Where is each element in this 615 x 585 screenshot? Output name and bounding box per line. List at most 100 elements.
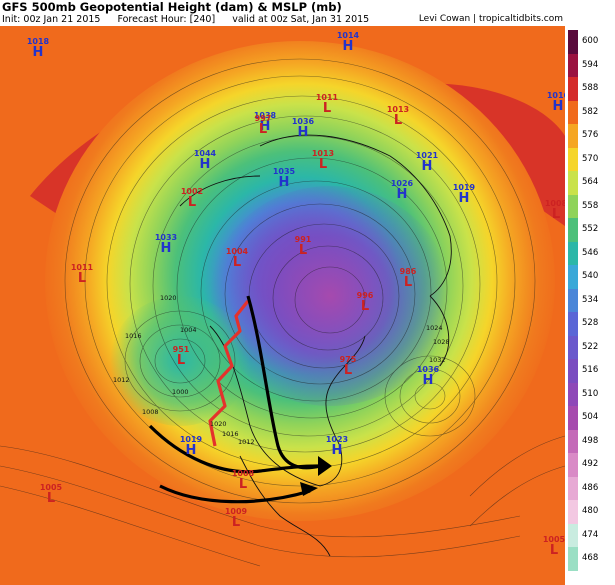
colorbar-label: 480 xyxy=(582,506,599,516)
high-pressure-marker: H xyxy=(397,187,408,202)
pressure-center-value: 1011 xyxy=(316,93,339,102)
colorbar-label: 546 xyxy=(582,247,599,258)
coastlines xyxy=(179,134,452,557)
high-pressure-marker: H xyxy=(161,241,172,256)
vortex-core xyxy=(210,186,450,406)
colorbar-swatch xyxy=(568,171,578,195)
colorbar-label: 594 xyxy=(582,59,599,70)
high-pressure-marker: H xyxy=(200,157,211,172)
pacific-low-field xyxy=(110,296,250,426)
low-pressure-marker: L xyxy=(394,113,402,128)
pressure-center-value: 996 xyxy=(357,291,374,300)
colorbar-label: 468 xyxy=(582,553,599,563)
ridge-axis-line xyxy=(208,300,250,447)
pressure-center-value: 1009 xyxy=(225,507,248,516)
colorbar-label: 498 xyxy=(582,435,599,446)
colorbar-swatch xyxy=(568,30,578,54)
pressure-center-value: 1016 xyxy=(547,91,565,100)
pressure-center-value: 1019 xyxy=(180,435,203,444)
credit-label: Levi Cowan | tropicaltidbits.com xyxy=(418,14,563,24)
low-pressure-marker: L xyxy=(404,275,412,290)
colorbar-label: 504 xyxy=(582,412,599,422)
pressure-center-value: 1044 xyxy=(194,149,217,158)
pressure-center-value: 1036 xyxy=(417,365,440,374)
pressure-center-value: 1014 xyxy=(337,31,360,40)
pressure-center-value: 1008 xyxy=(545,199,565,208)
colorbar-swatch xyxy=(568,500,578,524)
height-map: 1018H1014H1016H1011L1013L1038H1036H997L1… xyxy=(0,26,565,585)
valid-time: valid at 00z Sat, Jan 31 2015 xyxy=(232,14,370,25)
colorbar-label: 540 xyxy=(582,271,599,281)
chart-subtitle: Init: 00z Jan 21 2015 Forecast Hour: [24… xyxy=(2,14,383,25)
colorbar-label: 474 xyxy=(582,529,599,540)
trough-arrow-lower xyxy=(159,484,311,504)
pressure-center-value: 1026 xyxy=(391,179,414,188)
isobar-label: 1012 xyxy=(113,376,130,384)
colorbar-label: 528 xyxy=(582,318,599,328)
pressure-center-value: 986 xyxy=(400,267,417,276)
pressure-center-value: 1038 xyxy=(254,111,277,120)
pressure-center: 1016H xyxy=(547,91,565,114)
pressure-center-value: 1021 xyxy=(416,151,439,160)
isobar-labels: 1020101610121008102410281032100010041020… xyxy=(113,294,450,446)
pressure-center-value: 951 xyxy=(173,345,190,354)
isobar-label: 1020 xyxy=(210,420,227,428)
colorbar-label: 552 xyxy=(582,224,599,234)
colorbar-swatch xyxy=(568,429,578,453)
chart-title: GFS 500mb Geopotential Height (dam) & MS… xyxy=(2,0,342,14)
colorbar-label: 558 xyxy=(582,200,599,211)
pressure-center-value: 1013 xyxy=(312,149,334,158)
isobar-contours xyxy=(0,58,565,567)
high-pressure-marker: H xyxy=(553,99,564,114)
pressure-center-value: 1018 xyxy=(27,37,50,46)
low-pressure-marker: L xyxy=(188,195,196,210)
low-pressure-marker: L xyxy=(259,122,267,137)
low-pressure-marker: L xyxy=(78,271,86,286)
colorbar-swatch xyxy=(568,194,578,218)
colorbar-swatch xyxy=(568,406,578,430)
high-pressure-marker: H xyxy=(459,191,470,206)
low-pressure-marker: L xyxy=(239,477,247,492)
arrowhead-east xyxy=(318,456,332,476)
colorbar-swatch xyxy=(568,147,578,171)
isobar-label: 1000 xyxy=(172,388,189,396)
colorbar-label: 534 xyxy=(582,294,599,305)
colorbar-swatch xyxy=(568,312,578,336)
isobar-label: 1004 xyxy=(180,326,197,334)
colorbar-label: 492 xyxy=(582,459,599,469)
low-pressure-marker: L xyxy=(323,101,331,116)
colorbar-swatch xyxy=(568,218,578,242)
pressure-center-value: 1023 xyxy=(326,435,348,444)
high-pressure-marker: H xyxy=(423,373,434,388)
pressure-center-value: 1002 xyxy=(181,187,203,196)
pressure-center-value: 1013 xyxy=(387,105,409,114)
colorbar-swatch xyxy=(568,53,578,77)
low-pressure-marker: L xyxy=(299,243,307,258)
high-pressure-marker: H xyxy=(422,159,433,174)
pressure-center-value: 1005 xyxy=(40,483,63,492)
pressure-center-value: 1036 xyxy=(292,117,315,126)
forecast-hour: Forecast Hour: [240] xyxy=(117,14,216,25)
pressure-center-value: 1035 xyxy=(273,167,296,176)
isobar-label: 1020 xyxy=(160,294,177,302)
high-pressure-marker: H xyxy=(298,125,309,140)
colorbar-swatch xyxy=(568,335,578,359)
